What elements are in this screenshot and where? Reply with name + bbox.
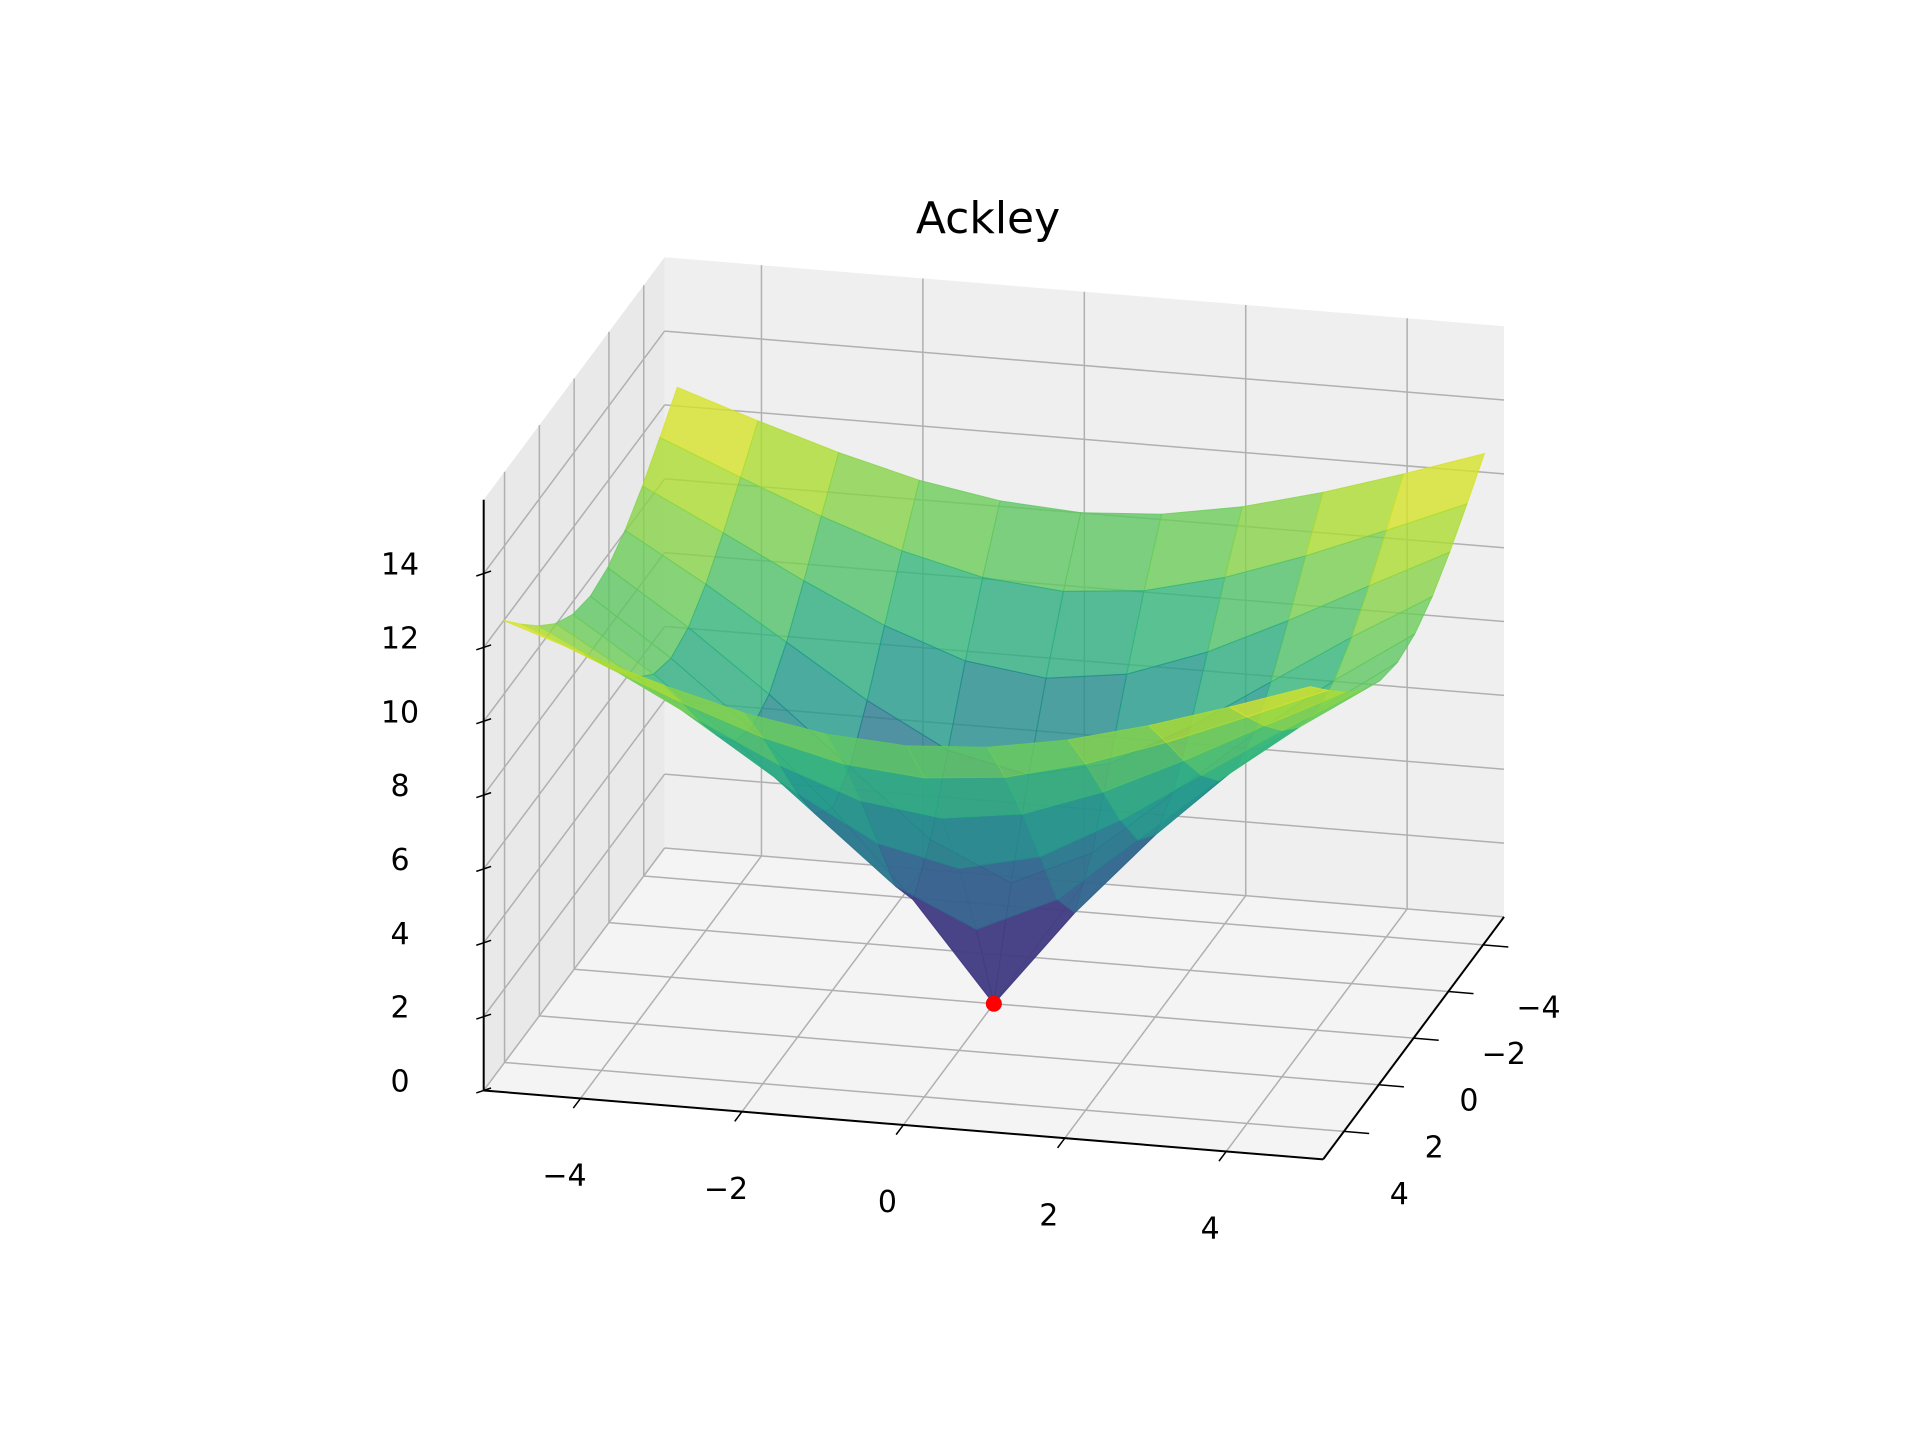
grid-line bbox=[664, 404, 1505, 475]
chart-title: Ackley bbox=[916, 193, 1060, 244]
tick-mark bbox=[1343, 1130, 1370, 1135]
z-tick-label: 4 bbox=[390, 917, 409, 952]
grid-line bbox=[504, 1061, 1345, 1133]
z-tick-label: 8 bbox=[390, 769, 409, 804]
grid-line bbox=[483, 773, 666, 1018]
z-tick-label: 0 bbox=[390, 1065, 409, 1100]
x-tick-label: 2 bbox=[1039, 1198, 1058, 1233]
grid-line bbox=[483, 330, 666, 574]
tick-mark bbox=[572, 1097, 582, 1109]
z-tick-label: 14 bbox=[381, 548, 419, 583]
y-tick-label: 4 bbox=[1390, 1177, 1409, 1212]
y-tick-label: −2 bbox=[1482, 1037, 1526, 1072]
grid-line bbox=[539, 1015, 1379, 1086]
grid-line bbox=[664, 330, 1505, 401]
tick-mark bbox=[895, 1124, 904, 1136]
grid-line bbox=[483, 847, 666, 1091]
x-tick-label: 4 bbox=[1201, 1212, 1220, 1247]
tick-mark bbox=[1218, 1150, 1227, 1162]
z-tick-label: 12 bbox=[381, 622, 419, 657]
grid-line bbox=[483, 699, 666, 944]
surface-patch bbox=[1228, 686, 1330, 718]
y-tick-label: 0 bbox=[1459, 1084, 1478, 1119]
z-tick-label: 10 bbox=[381, 695, 419, 730]
z-tick-label: 6 bbox=[390, 843, 409, 878]
y-tick-label: −4 bbox=[1516, 990, 1560, 1025]
axis-line bbox=[483, 1089, 1324, 1161]
x-tick-label: −2 bbox=[704, 1172, 748, 1207]
grid-line bbox=[483, 404, 666, 648]
axis-line bbox=[1322, 916, 1505, 1160]
x-tick-label: −4 bbox=[542, 1159, 586, 1194]
tick-mark bbox=[1483, 944, 1509, 948]
tick-mark bbox=[1448, 990, 1474, 995]
tick-mark bbox=[1056, 1137, 1066, 1149]
z-tick-label: 2 bbox=[390, 991, 409, 1026]
x-tick-label: 0 bbox=[878, 1185, 897, 1220]
tick-mark bbox=[1413, 1037, 1439, 1041]
tick-mark bbox=[1378, 1084, 1404, 1088]
tick-mark bbox=[734, 1111, 743, 1122]
y-tick-label: 2 bbox=[1425, 1130, 1444, 1165]
minimum-point bbox=[985, 995, 1002, 1012]
